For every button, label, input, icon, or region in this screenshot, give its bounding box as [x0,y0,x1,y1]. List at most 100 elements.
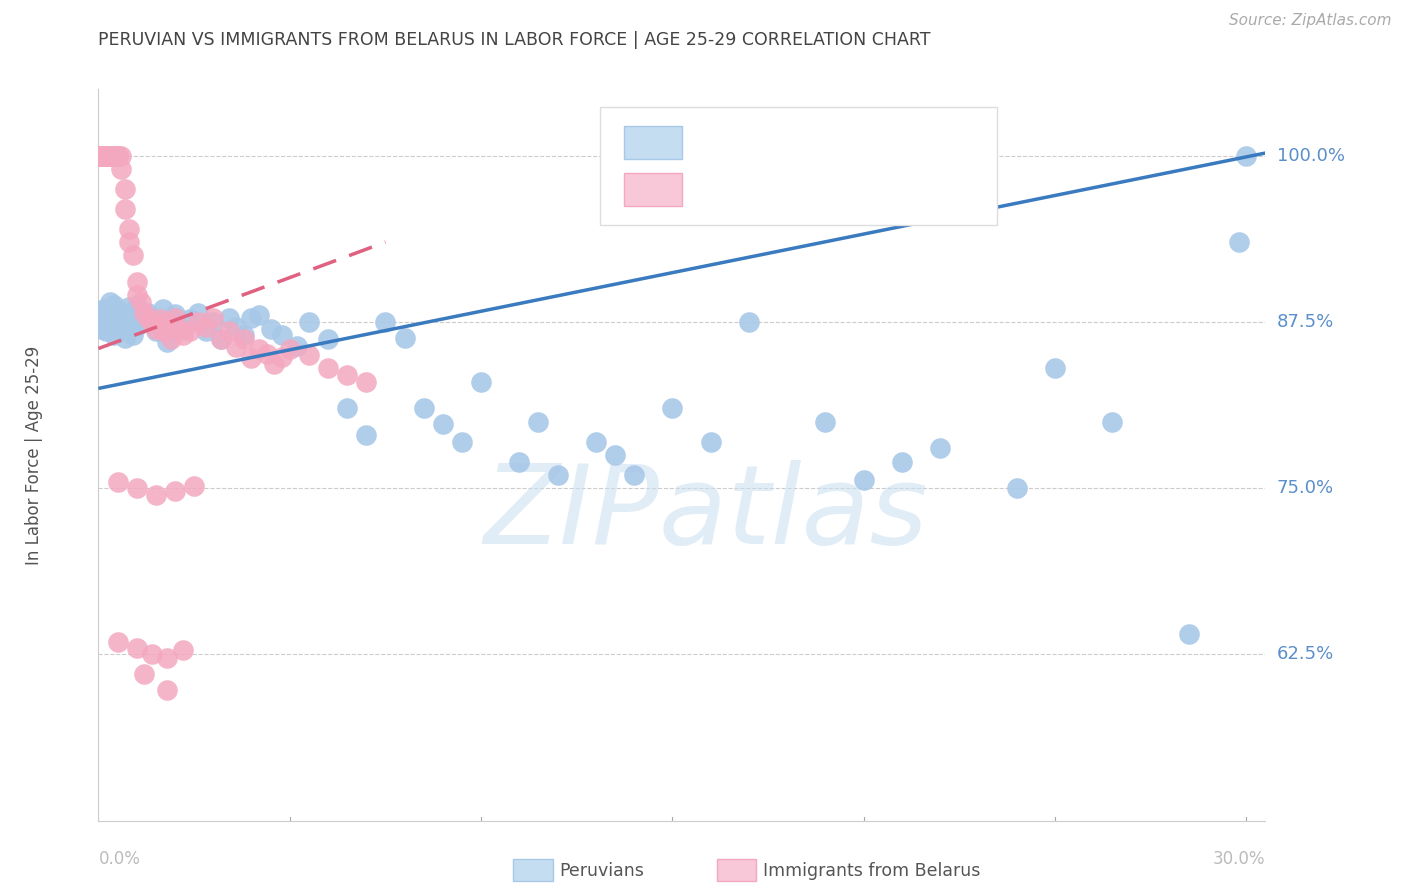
Point [98,149,121,163]
Text: ZIPatlas: ZIPatlas [484,460,928,567]
Text: Peruvians: Peruvians [560,862,644,880]
Point [91,149,114,163]
Text: In Labor Force | Age 25-29: In Labor Force | Age 25-29 [25,345,44,565]
Point [94,149,117,163]
Point [125,481,148,495]
Point [156,651,179,665]
Point [94,324,117,338]
Point [209,332,232,346]
Text: Source: ZipAtlas.com: Source: ZipAtlas.com [1229,13,1392,29]
Point [240,310,263,325]
Text: 62.5%: 62.5% [1277,646,1334,664]
Point [103,149,125,163]
Point [136,310,159,325]
Point [287,339,309,353]
Point [141,312,163,326]
Point [247,308,270,322]
Point [336,368,359,383]
Point [152,301,174,316]
Point [661,401,683,416]
Point [247,342,270,356]
Point [107,313,129,327]
Point [1043,361,1066,376]
Point [163,310,186,325]
Point [163,307,186,321]
Point [547,467,569,482]
Point [89,149,111,163]
Point [172,328,194,343]
Point [89,304,111,318]
Point [107,149,129,163]
Point [134,315,156,329]
Point [136,305,159,319]
Point [141,315,163,329]
Point [125,275,148,289]
Point [298,315,321,329]
Point [89,149,111,163]
Point [98,310,121,325]
Point [149,312,172,326]
Text: 30.0%: 30.0% [1213,850,1265,868]
Point [167,321,190,335]
Point [91,315,114,329]
Point [194,324,217,338]
Point [121,328,143,343]
Point [129,295,152,310]
Point [160,310,183,325]
Point [202,310,225,325]
Point [263,358,285,372]
Point [125,288,148,302]
Point [103,149,125,163]
Point [134,305,156,319]
Point [145,324,167,338]
Point [163,483,186,498]
Point [103,149,125,163]
Point [156,683,179,698]
Point [1234,149,1257,163]
Point [121,310,143,324]
Point [91,149,114,163]
Point [508,454,530,468]
FancyBboxPatch shape [623,173,682,206]
Point [149,316,172,330]
Point [118,235,141,249]
Point [271,328,294,343]
Point [107,149,129,163]
FancyBboxPatch shape [623,126,682,159]
Point [94,149,117,163]
Text: 75.0%: 75.0% [1277,479,1334,497]
Point [91,308,114,322]
Point [103,328,125,343]
Point [852,473,875,487]
Point [470,375,492,389]
Point [98,149,121,163]
Point [412,401,434,416]
Point [107,475,129,489]
Point [316,332,339,346]
Point [194,320,217,334]
Point [738,315,761,329]
Point [125,299,148,313]
Point [240,351,263,365]
Point [527,415,550,429]
Point [225,320,247,334]
Point [259,321,281,335]
Point [98,295,121,310]
Point [202,315,225,329]
Point [209,332,232,346]
Text: 87.5%: 87.5% [1277,313,1334,331]
Point [1227,235,1250,249]
Point [172,321,194,335]
Point [218,324,240,338]
Point [1101,415,1123,429]
Point [890,454,912,468]
Point [172,643,194,657]
Point [145,321,167,335]
Point [107,302,129,317]
Point [114,331,136,345]
Point [156,334,179,349]
Point [179,312,201,326]
Point [354,428,377,442]
Point [187,305,209,319]
Point [125,640,148,655]
